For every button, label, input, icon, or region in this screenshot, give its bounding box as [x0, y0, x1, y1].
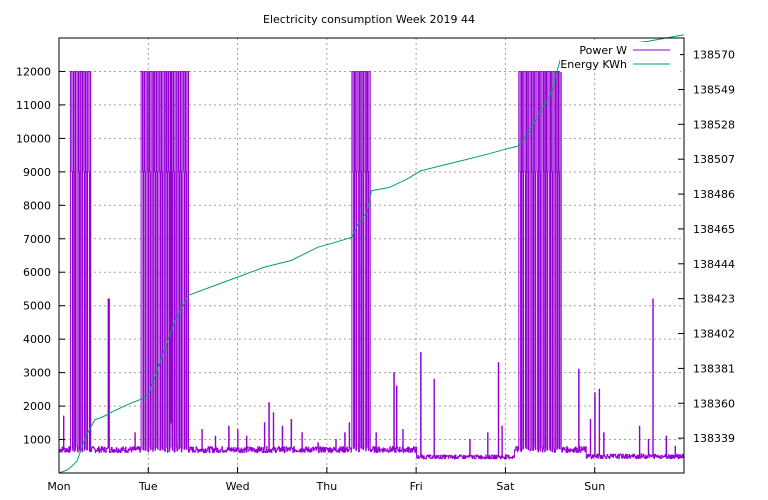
- plot-frame: [58, 37, 685, 474]
- grid-lines: [59, 38, 684, 473]
- x-tick-label: Tue: [138, 480, 158, 493]
- right-tick-label: 138360: [693, 397, 735, 410]
- right-tick-label: 138486: [693, 188, 735, 201]
- left-tick-label: 2000: [23, 400, 51, 413]
- chart-title: Electricity consumption Week 2019 44: [263, 13, 475, 26]
- right-tick-label: 138444: [693, 258, 735, 271]
- legend-label-power: Power W: [579, 44, 627, 57]
- left-tick-label: 8000: [23, 199, 51, 212]
- left-tick-label: 1000: [23, 434, 51, 447]
- left-tick-label: 10000: [16, 132, 51, 145]
- legend-label-energy: Energy KWh: [560, 58, 627, 71]
- right-y-ticks: 138339 138360 138381 138402 138423 138444 1384…: [678, 49, 735, 445]
- x-tick-label: Fri: [410, 480, 423, 493]
- left-tick-label: 9000: [23, 166, 51, 179]
- power-series: [58, 71, 685, 460]
- right-tick-label: 138339: [693, 432, 735, 445]
- right-tick-label: 138423: [693, 293, 735, 306]
- right-tick-label: 138549: [693, 83, 735, 96]
- right-tick-label: 138570: [693, 49, 735, 62]
- left-tick-label: 4000: [23, 333, 51, 346]
- left-tick-label: 5000: [23, 300, 51, 313]
- x-tick-label: Sat: [496, 480, 515, 493]
- left-tick-label: 7000: [23, 233, 51, 246]
- right-tick-label: 138507: [693, 153, 735, 166]
- right-tick-label: 138465: [693, 223, 735, 236]
- x-tick-label: Mon: [47, 480, 70, 493]
- legend: Power W Energy KWh: [560, 42, 680, 72]
- x-tick-label: Sun: [584, 480, 605, 493]
- right-tick-label: 138402: [693, 328, 735, 341]
- right-tick-label: 138528: [693, 118, 735, 131]
- left-tick-label: 12000: [16, 65, 51, 78]
- energy-series: [58, 34, 685, 474]
- right-tick-label: 138381: [693, 362, 735, 375]
- energy-line: [58, 34, 685, 474]
- x-tick-label: Wed: [226, 480, 250, 493]
- x-tick-label: Thu: [316, 480, 338, 493]
- x-ticks: Mon Tue Wed Thu Fri Sat Sun: [47, 467, 605, 493]
- left-tick-label: 3000: [23, 367, 51, 380]
- left-tick-label: 11000: [16, 99, 51, 112]
- left-y-ticks: 1000 2000 3000 4000 5000 6000 7000 8000 9000 1000…: [16, 65, 65, 447]
- left-tick-label: 6000: [23, 266, 51, 279]
- power-line: [58, 71, 685, 460]
